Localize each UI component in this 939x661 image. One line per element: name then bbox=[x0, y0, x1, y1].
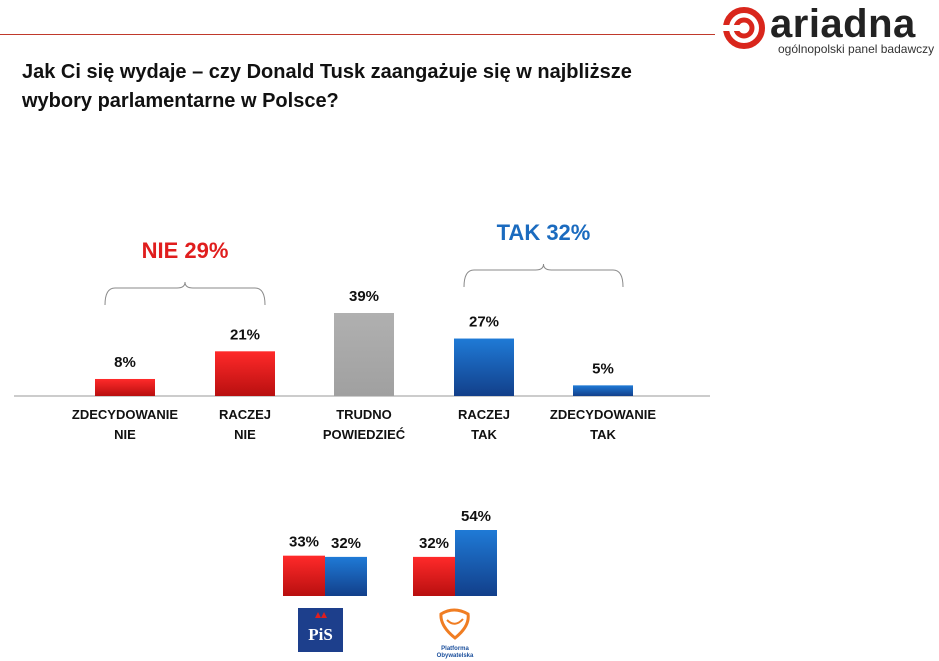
party-bar-label-1-0: 32% bbox=[419, 535, 449, 552]
bar-value-label-2: 39% bbox=[349, 288, 379, 305]
pis-logo-background bbox=[298, 608, 343, 652]
party-bar-1-0 bbox=[413, 556, 455, 596]
bar-3 bbox=[454, 338, 514, 396]
po-logo-heart bbox=[439, 608, 470, 640]
group-bracket-0 bbox=[104, 281, 266, 306]
logo-tagline: ogólnopolski panel badawczy bbox=[778, 42, 935, 56]
po-logo-curve bbox=[446, 618, 464, 625]
bar-2 bbox=[334, 313, 394, 396]
group-bracket-1 bbox=[463, 263, 624, 288]
bar-0 bbox=[95, 378, 155, 396]
party-bar-chart: 33% 32% 32% 54% bbox=[283, 508, 497, 596]
ariadna-logo: ariadna ogólnopolski panel badawczy bbox=[722, 2, 937, 56]
party-bar-label-1-1: 54% bbox=[461, 508, 491, 525]
question-title: Jak Ci się wydaje – czy Donald Tusk zaan… bbox=[22, 61, 632, 112]
bar-value-label-3: 27% bbox=[469, 314, 499, 331]
main-bar-chart: 8% ZDECYDOWANIE NIE 21% RACZEJ NIE 39% TRUDNO PO… bbox=[14, 220, 710, 442]
category-label-3-0: RACZEJ bbox=[458, 407, 510, 422]
category-label-2-1: POWIEDZIEĆ bbox=[323, 427, 406, 442]
category-label-4-1: TAK bbox=[590, 427, 616, 442]
party-bar-label-0-0: 33% bbox=[289, 534, 319, 551]
category-label-1-0: RACZEJ bbox=[219, 407, 271, 422]
bar-value-label-0: 8% bbox=[114, 354, 136, 371]
po-logo-text-1: Platforma bbox=[441, 646, 469, 652]
category-label-1-1: NIE bbox=[234, 427, 256, 442]
group-label-1: TAK 32% bbox=[497, 220, 591, 245]
category-label-2-0: TRUDNO bbox=[336, 407, 392, 422]
party-bar-0-1 bbox=[325, 556, 367, 596]
bar-4 bbox=[573, 385, 633, 396]
ariadna-logo-icon bbox=[722, 7, 765, 49]
pis-logo-text: PiS bbox=[308, 625, 333, 644]
category-label-4-0: ZDECYDOWANIE bbox=[550, 407, 657, 422]
party-bar-1-1 bbox=[455, 530, 497, 596]
pis-logo-crown bbox=[315, 612, 327, 618]
pis-logo: PiS bbox=[298, 608, 343, 652]
group-label-0: NIE 29% bbox=[142, 238, 229, 263]
party-bar-label-0-1: 32% bbox=[331, 535, 361, 552]
category-label-0-0: ZDECYDOWANIE bbox=[72, 407, 179, 422]
party-bar-0-0 bbox=[283, 555, 325, 596]
po-logo: Platforma Obywatelska bbox=[437, 608, 474, 659]
category-label-3-1: TAK bbox=[471, 427, 497, 442]
header-rule bbox=[0, 34, 715, 35]
logo-wordmark: ariadna bbox=[770, 2, 916, 46]
bar-value-label-4: 5% bbox=[592, 360, 614, 377]
bar-value-label-1: 21% bbox=[230, 326, 260, 343]
category-label-0-1: NIE bbox=[114, 427, 136, 442]
bar-1 bbox=[215, 351, 275, 396]
po-logo-text-2: Obywatelska bbox=[437, 653, 474, 659]
